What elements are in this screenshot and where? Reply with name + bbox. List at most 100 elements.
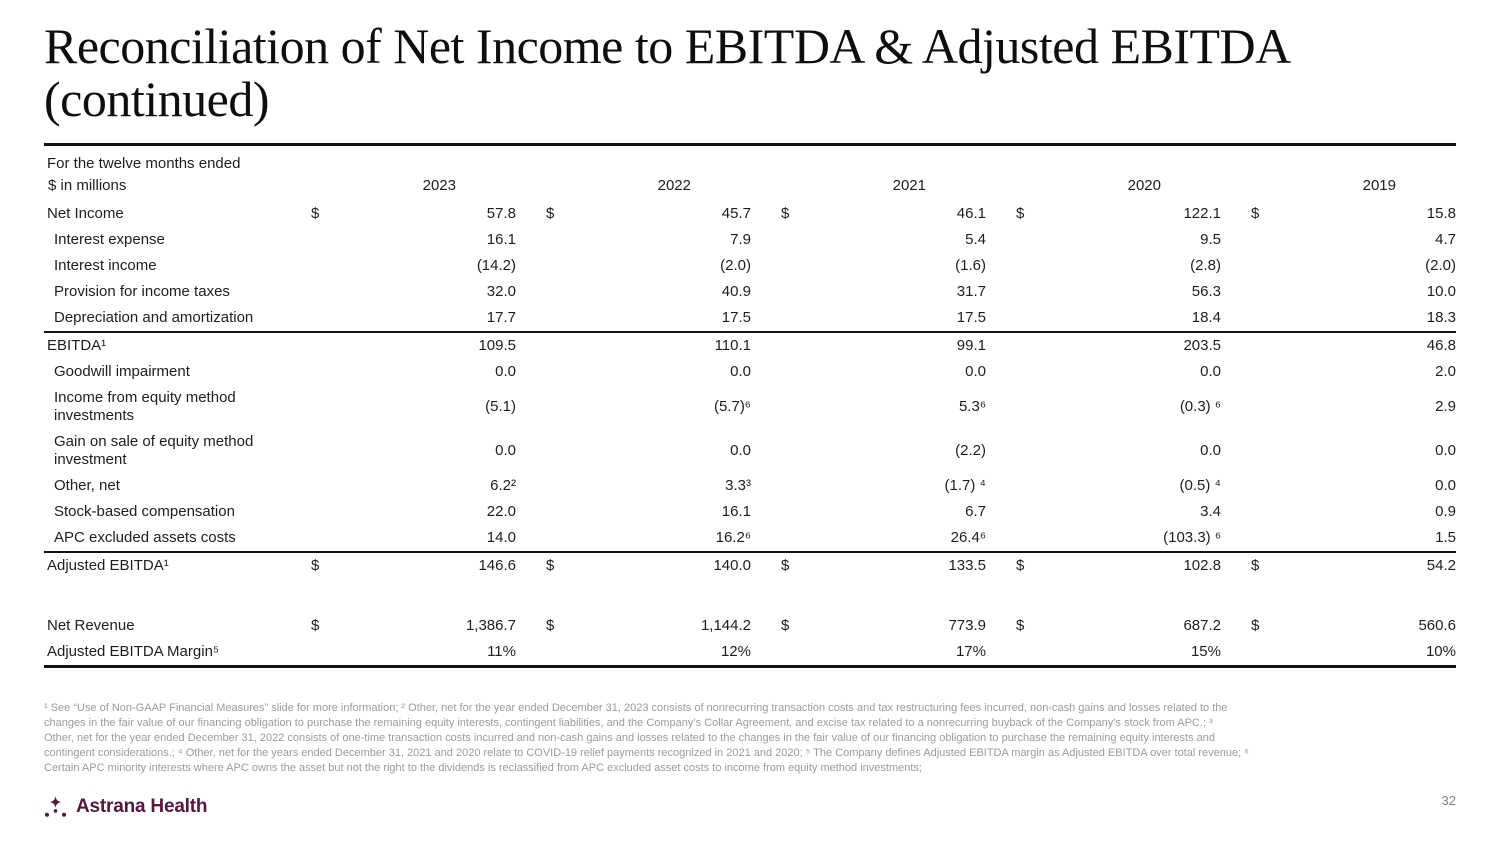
dollar-spacer — [281, 525, 351, 552]
units-label: $ in millions — [48, 177, 127, 194]
footnote-line: Other, net for the year ended December 3… — [44, 732, 1215, 744]
dollar-spacer — [751, 227, 821, 253]
row-label: Provision for income taxes — [54, 283, 230, 300]
row-label: APC excluded assets costs — [54, 529, 236, 546]
dollar-sign: $ — [781, 205, 790, 222]
row-label: Adjusted EBITDA Margin⁵ — [44, 639, 281, 668]
cell-value: 99.1 — [821, 331, 986, 359]
table-header-period: For the twelve months ended — [44, 154, 1456, 174]
cell-value: 26.4⁶ — [950, 529, 986, 546]
cell-value: 16.1 — [721, 503, 751, 520]
cell-value: 54.2 — [1291, 551, 1456, 579]
dollar-spacer — [986, 499, 1056, 525]
cell-value: 122.1 — [1183, 205, 1221, 222]
dollar-spacer — [1221, 499, 1291, 525]
cell-value: 6.7 — [965, 503, 986, 520]
dollar-spacer — [281, 639, 351, 668]
dollar-spacer — [1221, 525, 1291, 552]
footnote-line: changes in the fair value of our financi… — [44, 717, 1213, 729]
dollar-sign: $ — [546, 617, 555, 634]
cell-value: 0.0 — [730, 442, 751, 459]
title-line-1: Reconciliation of Net Income to EBITDA &… — [44, 18, 1291, 74]
row-label: Stock-based compensation — [54, 503, 235, 520]
cell-value: 3.4 — [1200, 503, 1221, 520]
dollar-spacer — [281, 227, 351, 253]
dollar-spacer — [281, 429, 351, 473]
cell-value: 18.4 — [1191, 309, 1221, 326]
dollar-spacer — [751, 305, 821, 332]
dollar-spacer — [986, 429, 1056, 473]
dollar-spacer — [751, 253, 821, 279]
cell-value: 0.0 — [1200, 442, 1221, 459]
dollar-spacer — [986, 305, 1056, 332]
table-row: Adjusted EBITDA¹ $146.6 $140.0 $133.5 $102.8… — [44, 551, 1456, 579]
cell-value: 10% — [1291, 639, 1456, 668]
dollar-sign: $ — [781, 617, 790, 634]
dollar-spacer — [516, 473, 586, 499]
table-row: Goodwill impairment 0.0 0.0 0.0 0.0 2.0 — [44, 359, 1456, 385]
table-row: Provision for income taxes 32.0 40.9 31.7 56… — [44, 279, 1456, 305]
table-row: APC excluded assets costs 14.0 16.2⁶ 26.4⁶ (… — [44, 525, 1456, 552]
dollar-sign: $ — [751, 551, 821, 579]
brand-name: Astrana Health — [76, 795, 208, 817]
dollar-spacer — [751, 525, 821, 552]
cell-value: 31.7 — [956, 283, 986, 300]
dollar-sign: $ — [311, 205, 320, 222]
dollar-spacer — [751, 639, 821, 668]
dollar-spacer — [516, 359, 586, 385]
cell-value: 0.0 — [1435, 442, 1456, 459]
cell-value: (2.2) — [955, 442, 986, 459]
cell-value: 560.6 — [1418, 617, 1456, 634]
cell-value: (0.5) ⁴ — [1179, 477, 1221, 494]
cell-value: 22.0 — [486, 503, 516, 520]
cell-value: 10.0 — [1426, 283, 1456, 300]
cell-value: 0.9 — [1435, 503, 1456, 520]
cell-value: 16.2⁶ — [715, 529, 751, 546]
dollar-spacer — [1221, 359, 1291, 385]
dollar-sign: $ — [1016, 617, 1025, 634]
row-label: EBITDA¹ — [44, 331, 281, 359]
cell-value: 1,144.2 — [700, 617, 751, 634]
title-line-2: (continued) — [44, 71, 269, 127]
row-label: Gain on sale of equity method investment — [54, 433, 254, 468]
cell-value: 0.0 — [965, 363, 986, 380]
cell-value: 687.2 — [1183, 617, 1221, 634]
dollar-spacer — [751, 473, 821, 499]
cell-value: (2.0) — [1425, 257, 1456, 274]
cell-value: (5.1) — [485, 398, 516, 415]
brand-logo: Astrana Health — [44, 795, 207, 818]
dollar-spacer — [516, 305, 586, 332]
cell-value: 140.0 — [586, 551, 751, 579]
cell-value: (1.6) — [955, 257, 986, 274]
dollar-spacer — [516, 639, 586, 668]
page-number: 32 — [1441, 793, 1456, 808]
dollar-sign: $ — [281, 551, 351, 579]
cell-value: 15.8 — [1426, 205, 1456, 222]
dollar-spacer — [1221, 331, 1291, 359]
cell-value: 57.8 — [486, 205, 516, 222]
cell-value: 9.5 — [1200, 231, 1221, 248]
page-title: Reconciliation of Net Income to EBITDA &… — [44, 0, 1456, 126]
row-label: Depreciation and amortization — [54, 309, 254, 326]
dollar-spacer — [516, 279, 586, 305]
cell-value: (103.3) ⁶ — [1163, 529, 1221, 546]
cell-value: (1.7) ⁴ — [944, 477, 986, 494]
cell-value: 6.2² — [490, 477, 516, 494]
table-row: Other, net 6.2² 3.3³ (1.7) ⁴ (0.5) ⁴ 0.0 — [44, 473, 1456, 499]
dollar-spacer — [1221, 227, 1291, 253]
cell-value: 16.1 — [486, 231, 516, 248]
cell-value: 12% — [586, 639, 751, 668]
dollar-spacer — [751, 359, 821, 385]
dollar-spacer — [986, 359, 1056, 385]
footnote-line: Certain APC minority interests where APC… — [44, 762, 922, 774]
row-label: Adjusted EBITDA¹ — [44, 551, 281, 579]
cell-value: 2.0 — [1435, 363, 1456, 380]
table-row: Income from equity method investments (5.… — [44, 385, 1456, 429]
row-label: Goodwill impairment — [54, 363, 190, 380]
cell-value: 0.0 — [730, 363, 751, 380]
cell-value: (0.3) ⁶ — [1179, 398, 1221, 415]
cell-value: 32.0 — [486, 283, 516, 300]
cell-value: 133.5 — [821, 551, 986, 579]
cell-value: 146.6 — [351, 551, 516, 579]
